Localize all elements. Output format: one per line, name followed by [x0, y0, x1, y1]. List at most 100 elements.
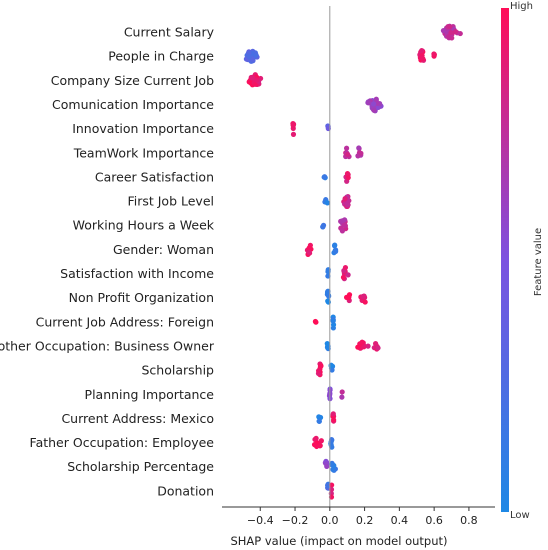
feature-label: Current Job Address: Foreign [36, 314, 214, 329]
shap-point [339, 394, 345, 400]
shap-point [325, 482, 331, 488]
x-tick-label: −0.2 [282, 514, 309, 527]
shap-point [330, 466, 336, 473]
feature-label: Father Occupation: Employee [30, 435, 215, 450]
shap-point [325, 298, 331, 304]
feature-label: Working Hours a Week [73, 218, 215, 233]
shap-point [246, 54, 252, 60]
feature-label: First Job Level [127, 194, 214, 209]
shap-point [332, 242, 338, 248]
shap-point [249, 75, 255, 81]
shap-point [312, 318, 318, 325]
shap-point [447, 24, 453, 30]
shap-point [362, 299, 368, 305]
shap-point [440, 28, 447, 34]
shap-point [253, 53, 259, 59]
shap-point [246, 50, 252, 56]
shap-point [317, 363, 324, 369]
colorbar-high-label: High [510, 1, 533, 12]
feature-label: Non Profit Organization [69, 290, 214, 305]
feature-label: Scholarship [142, 363, 215, 378]
feature-label: Satisfaction with Income [60, 266, 214, 281]
shap-point [342, 264, 349, 271]
shap-point [324, 200, 331, 206]
shap-point [418, 55, 425, 61]
shap-point [313, 435, 319, 441]
shap-point [373, 340, 379, 347]
shap-point [325, 288, 331, 294]
shap-point [340, 274, 347, 280]
shap-point [339, 389, 345, 395]
shap-point [330, 318, 336, 324]
shap-point [345, 272, 351, 278]
shap-point [316, 418, 322, 424]
feature-label: TeamWork Importance [73, 145, 215, 160]
shap-point [315, 368, 322, 374]
colorbar [501, 8, 509, 512]
x-tick-label: −0.4 [247, 514, 274, 527]
feature-label: Company Size Current Job [51, 73, 214, 88]
shap-point [346, 295, 352, 301]
shap-point [325, 273, 331, 279]
feature-label: Career Satisfaction [95, 169, 214, 184]
shap-point [329, 367, 335, 373]
shap-point [339, 218, 345, 224]
shap-point [360, 293, 366, 300]
feature-label: Gender: Woman [113, 242, 214, 257]
shap-point [306, 249, 312, 255]
feature-label: Comunication Importance [52, 97, 214, 112]
shap-point [448, 29, 454, 36]
x-tick-label: 0.0 [321, 514, 339, 527]
shap-point [343, 145, 350, 151]
feature-label: Planning Importance [85, 387, 215, 402]
shap-point [344, 202, 351, 208]
shap-point [324, 344, 331, 350]
shap-point [366, 100, 372, 106]
shap-point [311, 442, 318, 448]
shap-point [371, 107, 377, 113]
shap-point [317, 443, 323, 449]
shap-point [371, 101, 377, 107]
feature-label: Mother Occupation: Business Owner [0, 338, 215, 353]
x-axis-ticks: −0.4 −0.2 0.0 0.2 0.4 0.6 0.8 [247, 507, 478, 527]
shap-point [329, 444, 335, 450]
shap-point [342, 195, 348, 202]
shap-point [373, 96, 379, 102]
shap-point [359, 339, 365, 345]
shap-point [445, 33, 452, 40]
feature-labels: Current Salary People in Charge Company Si… [0, 25, 215, 499]
shap-point [329, 482, 335, 488]
x-tick-label: 0.2 [356, 514, 374, 527]
shap-point [356, 145, 362, 151]
shap-point [290, 131, 297, 137]
x-axis-title: SHAP value (impact on model output) [230, 534, 447, 548]
shap-point [318, 438, 324, 444]
feature-label: Current Address: Mexico [61, 411, 214, 426]
shap-point [419, 47, 425, 54]
shap-point [290, 122, 296, 128]
feature-label: Scholarship Percentage [67, 459, 214, 474]
shap-point [333, 248, 339, 254]
shap-point [431, 51, 437, 57]
shap-point [330, 411, 336, 417]
shap-point [375, 345, 381, 351]
shap-point [321, 174, 327, 180]
feature-label: Current Salary [124, 25, 215, 40]
shap-points [243, 23, 463, 500]
shap-point [452, 28, 459, 35]
shap-point [345, 151, 351, 158]
shap-point [324, 340, 330, 347]
shap-point [365, 343, 371, 349]
shap-point [339, 228, 346, 234]
feature-label: Innovation Importance [72, 121, 214, 136]
shap-point [358, 150, 364, 156]
shap-point [324, 463, 330, 470]
shap-point [316, 414, 322, 420]
x-tick-label: 0.8 [460, 514, 478, 527]
shap-point [355, 344, 361, 350]
colorbar-title: Feature value [533, 228, 544, 296]
shap-point [320, 224, 326, 230]
x-tick-label: 0.4 [391, 514, 409, 527]
